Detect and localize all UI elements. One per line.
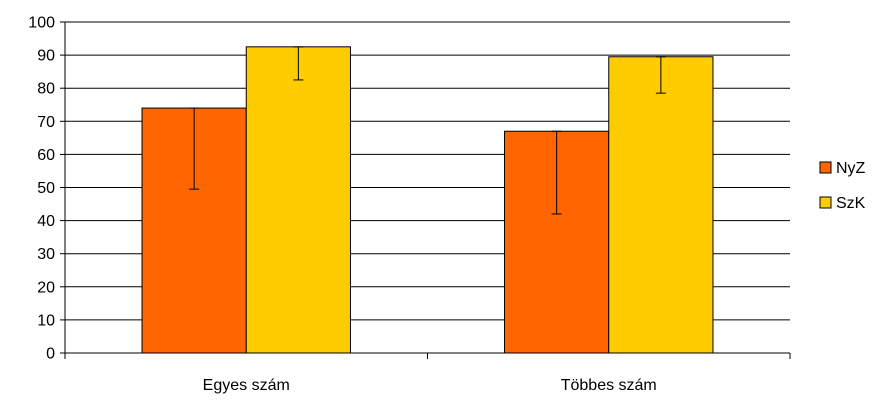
y-tick-label: 40	[37, 213, 55, 230]
axes	[60, 21, 791, 359]
y-tick-label: 90	[37, 48, 55, 65]
x-tick-label: Egyes szám	[203, 377, 290, 394]
y-tick-label: 60	[37, 147, 55, 164]
bar-szk	[245, 46, 351, 354]
legend: NyZ SzK	[819, 160, 866, 212]
bar-szk	[608, 56, 714, 354]
y-tick-label: 10	[37, 312, 55, 329]
y-tick-label: 70	[37, 114, 55, 131]
y-tick-label: 0	[46, 346, 55, 363]
x-tick-label: Többes szám	[561, 377, 657, 394]
y-tick-label: 30	[37, 246, 55, 263]
y-tick-label: 100	[28, 15, 55, 32]
y-tick-labels: 0 10 20 30 40 50 60 70 80 90 100	[28, 15, 55, 363]
legend-label-nyz: NyZ	[836, 160, 866, 177]
y-tick-label: 80	[37, 81, 55, 98]
x-tick-labels: Egyes szám Többes szám	[203, 377, 657, 394]
legend-label-szk: SzK	[836, 195, 866, 212]
y-tick-label: 20	[37, 279, 55, 296]
legend-swatch-szk	[819, 196, 832, 209]
legend-swatch-nyz	[819, 161, 832, 174]
bars	[141, 46, 714, 354]
y-tick-label: 50	[37, 180, 55, 197]
error-bars	[189, 46, 666, 215]
